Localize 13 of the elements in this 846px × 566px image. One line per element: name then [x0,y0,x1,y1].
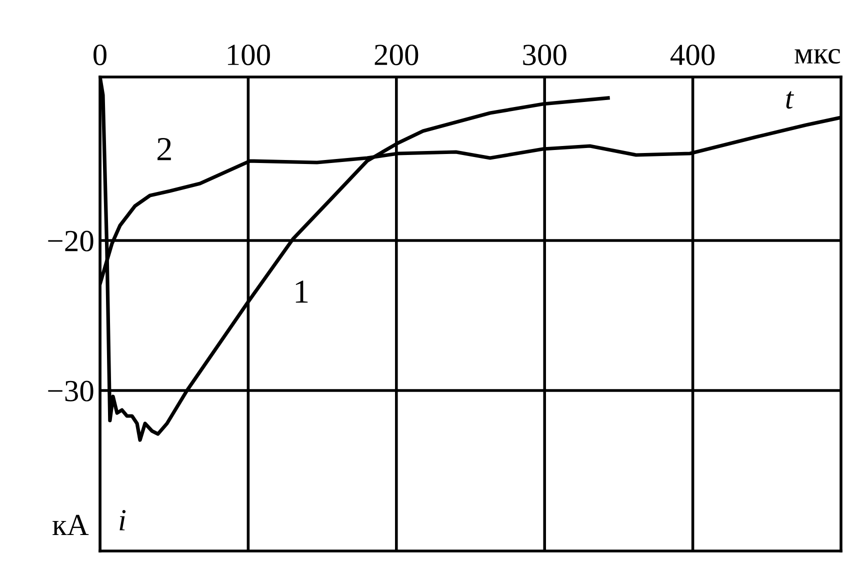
x-axis-title: мкс [794,48,840,64]
y-axis-title: кА [52,514,89,536]
x-tick-label: 100 [228,44,270,66]
y-tick-label: −30 [48,380,94,402]
series-label: 2 [158,138,171,160]
series-label: 1 [296,280,308,303]
x-tick-label: 0 [94,44,106,66]
x-tick-label: 200 [374,44,418,66]
annotation: i [120,510,126,530]
y-tick-label: −20 [48,230,94,252]
x-tick-label: 300 [523,44,566,66]
x-tick-label: 400 [670,44,715,66]
annotation: t [786,91,794,109]
